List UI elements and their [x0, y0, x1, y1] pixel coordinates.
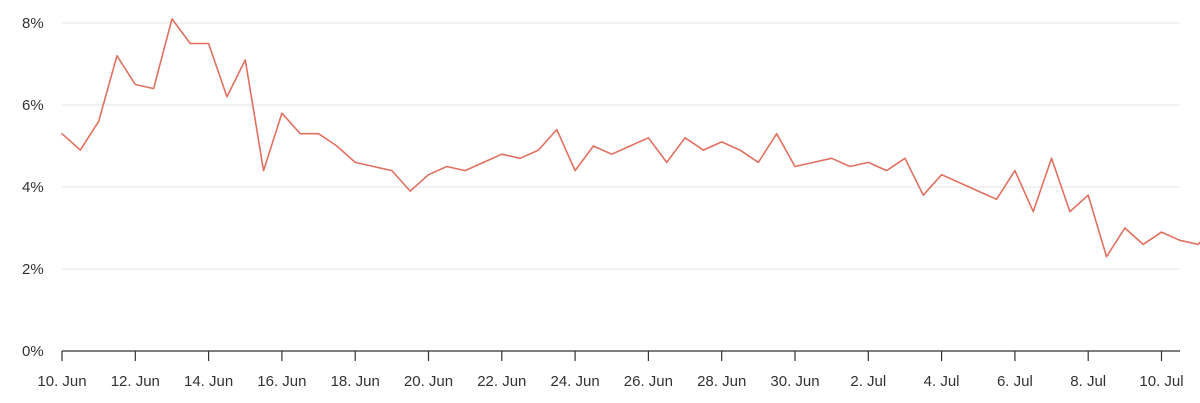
x-tick-label: 26. Jun	[624, 373, 673, 390]
x-tick-label: 4. Jul	[924, 373, 960, 390]
y-tick-label: 6%	[22, 97, 44, 114]
y-tick-label: 4%	[22, 179, 44, 196]
x-tick-label: 8. Jul	[1070, 373, 1106, 390]
x-tick-label: 10. Jul	[1139, 373, 1183, 390]
y-axis-labels: 0% 2% 4% 6% 8%	[22, 15, 44, 360]
x-tick-label: 20. Jun	[404, 373, 453, 390]
grid-lines	[62, 22, 1180, 270]
series-layer	[61, 18, 1200, 258]
x-tick-label: 16. Jun	[257, 373, 306, 390]
x-tick-label: 28. Jun	[697, 373, 746, 390]
x-tick-label: 22. Jun	[477, 373, 526, 390]
x-tick-label: 30. Jun	[770, 373, 819, 390]
x-tick-label: 10. Jun	[37, 373, 86, 390]
x-axis: 10. Jun 12. Jun 14. Jun 16. Jun 18. Jun 20. J…	[37, 350, 1184, 390]
y-tick-label: 8%	[22, 15, 44, 32]
x-tick-label: 18. Jun	[331, 373, 380, 390]
x-tick-label: 24. Jun	[550, 373, 599, 390]
x-tick-label: 12. Jun	[111, 373, 160, 390]
x-tick-label: 6. Jul	[997, 373, 1033, 390]
x-tick-label: 14. Jun	[184, 373, 233, 390]
x-tick-label: 2. Jul	[850, 373, 886, 390]
series-line-0	[61, 18, 1200, 258]
y-tick-label: 2%	[22, 261, 44, 278]
y-tick-label: 0%	[22, 343, 44, 360]
